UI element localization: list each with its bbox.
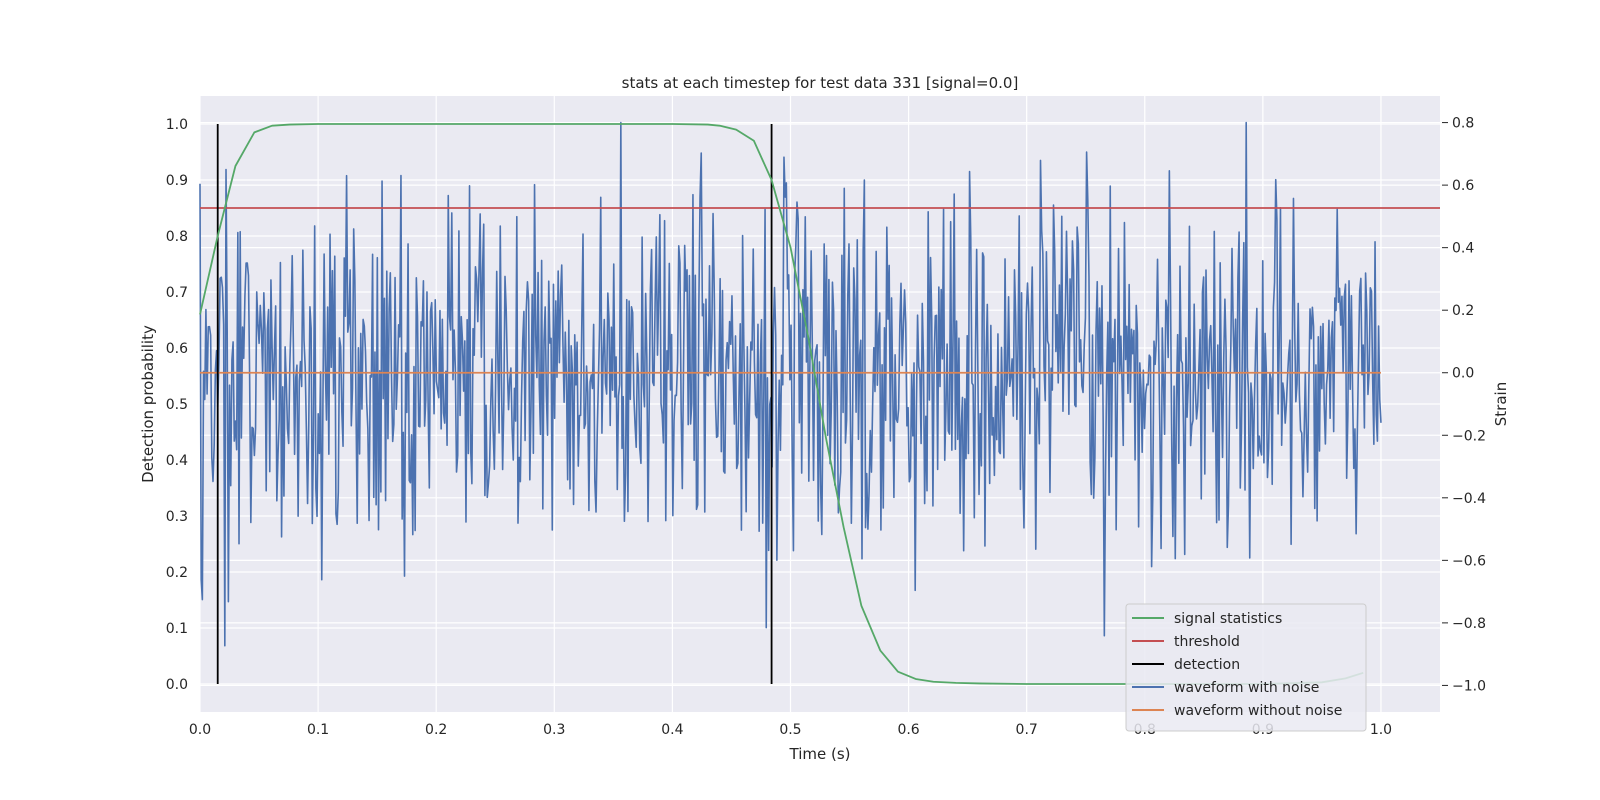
series-layer [199, 121, 1440, 685]
y-tick-label: 0.3 [166, 509, 188, 525]
y2-tick-label: 0.8 [1452, 116, 1474, 132]
x-tick-label: 0.1 [307, 722, 329, 738]
y2-axis-label: Strain [1492, 382, 1510, 426]
y-axis-ticks: 0.0 0.1 0.2 0.3 0.4 0.5 0.6 0.7 0.8 0.9 1.0 [166, 117, 188, 693]
series-waveform-with-noise [199, 121, 1382, 647]
x-axis-label: Time (s) [789, 745, 851, 763]
y-tick-label: 0.1 [166, 621, 188, 637]
y2-tick-label: 0.6 [1452, 178, 1474, 194]
y2-tick-label: −0.4 [1452, 491, 1486, 507]
y-tick-label: 0.0 [166, 677, 188, 693]
y-tick-label: 0.7 [166, 285, 188, 301]
y-tick-label: 0.5 [166, 397, 188, 413]
y-tick-label: 0.9 [166, 173, 188, 189]
y2-axis-ticks: −1.0 −0.8 −0.6 −0.4 −0.2 0.0 0.2 0.4 0.6 0.8 [1442, 116, 1486, 694]
legend: signal statistics threshold detection wavef… [1125, 603, 1367, 732]
series-signal-statistics [199, 123, 1364, 685]
legend-entry: threshold [1174, 634, 1240, 650]
x-tick-label: 0.7 [1016, 722, 1038, 738]
legend-entry: waveform without noise [1174, 703, 1342, 719]
y2-tick-label: 0.4 [1452, 241, 1474, 257]
y2-tick-label: −0.6 [1452, 553, 1486, 569]
x-tick-label: 0.4 [661, 722, 683, 738]
y2-tick-label: −0.8 [1452, 616, 1486, 632]
x-tick-label: 0.0 [189, 722, 211, 738]
y-tick-label: 1.0 [166, 117, 188, 133]
y-tick-label: 0.2 [166, 565, 188, 581]
x-tick-label: 0.5 [779, 722, 801, 738]
y2-tick-label: 0.0 [1452, 366, 1474, 382]
x-tick-label: 0.3 [543, 722, 565, 738]
y-tick-label: 0.4 [166, 453, 188, 469]
y-tick-label: 0.8 [166, 229, 188, 245]
y2-tick-label: −0.2 [1452, 428, 1486, 444]
x-tick-label: 1.0 [1370, 722, 1392, 738]
x-tick-label: 0.6 [897, 722, 919, 738]
y2-tick-label: −1.0 [1452, 678, 1486, 694]
y-tick-label: 0.6 [166, 341, 188, 357]
legend-entry: signal statistics [1174, 611, 1282, 627]
y-axis-label: Detection probability [139, 325, 157, 483]
legend-box [1125, 603, 1367, 732]
legend-entry: detection [1174, 657, 1240, 673]
chart-title: stats at each timestep for test data 331… [622, 74, 1019, 92]
y2-tick-label: 0.2 [1452, 303, 1474, 319]
x-tick-label: 0.2 [425, 722, 447, 738]
legend-entry: waveform with noise [1174, 680, 1319, 696]
